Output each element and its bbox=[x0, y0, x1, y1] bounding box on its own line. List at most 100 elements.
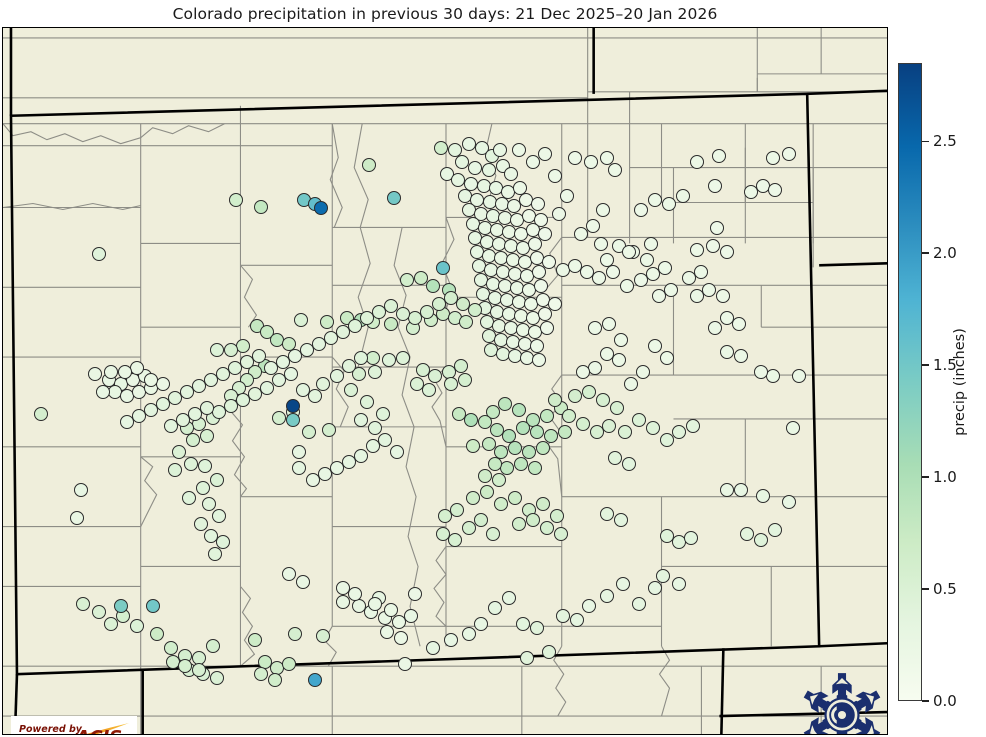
station-marker[interactable] bbox=[658, 261, 672, 275]
station-marker[interactable] bbox=[490, 423, 504, 437]
station-marker[interactable] bbox=[648, 581, 662, 595]
station-marker[interactable] bbox=[584, 155, 598, 169]
station-marker[interactable] bbox=[734, 349, 748, 363]
station-marker[interactable] bbox=[508, 441, 522, 455]
station-marker[interactable] bbox=[632, 597, 646, 611]
station-marker[interactable] bbox=[480, 485, 494, 499]
station-marker[interactable] bbox=[382, 353, 396, 367]
station-marker[interactable] bbox=[596, 203, 610, 217]
station-marker[interactable] bbox=[212, 405, 226, 419]
station-marker[interactable] bbox=[432, 297, 446, 311]
station-marker[interactable] bbox=[336, 595, 350, 609]
station-marker[interactable] bbox=[168, 463, 182, 477]
station-marker[interactable] bbox=[320, 315, 334, 329]
station-marker[interactable] bbox=[534, 213, 548, 227]
station-marker[interactable] bbox=[494, 445, 508, 459]
station-marker[interactable] bbox=[636, 365, 650, 379]
station-marker[interactable] bbox=[702, 283, 716, 297]
station-marker[interactable] bbox=[576, 417, 590, 431]
station-marker[interactable] bbox=[528, 237, 542, 251]
station-marker[interactable] bbox=[614, 333, 628, 347]
station-marker[interactable] bbox=[488, 457, 502, 471]
station-marker[interactable] bbox=[212, 509, 226, 523]
station-marker[interactable] bbox=[648, 193, 662, 207]
station-marker[interactable] bbox=[342, 359, 356, 373]
station-marker[interactable] bbox=[316, 629, 330, 643]
station-marker[interactable] bbox=[260, 381, 274, 395]
station-marker[interactable] bbox=[390, 445, 404, 459]
station-marker[interactable] bbox=[482, 163, 496, 177]
station-marker[interactable] bbox=[76, 597, 90, 611]
station-marker[interactable] bbox=[532, 353, 546, 367]
station-marker[interactable] bbox=[372, 305, 386, 319]
station-marker[interactable] bbox=[378, 433, 392, 447]
station-marker[interactable] bbox=[588, 321, 602, 335]
station-marker[interactable] bbox=[672, 577, 686, 591]
station-marker[interactable] bbox=[288, 349, 302, 363]
station-marker[interactable] bbox=[544, 429, 558, 443]
station-marker[interactable] bbox=[720, 245, 734, 259]
station-marker[interactable] bbox=[530, 621, 544, 635]
station-marker[interactable] bbox=[194, 517, 208, 531]
station-marker[interactable] bbox=[782, 495, 796, 509]
station-marker[interactable] bbox=[576, 365, 590, 379]
station-marker[interactable] bbox=[548, 297, 562, 311]
station-marker[interactable] bbox=[516, 421, 530, 435]
station-marker[interactable] bbox=[508, 491, 522, 505]
station-marker[interactable] bbox=[646, 267, 660, 281]
station-marker[interactable] bbox=[610, 401, 624, 415]
station-marker[interactable] bbox=[344, 383, 358, 397]
station-marker[interactable] bbox=[466, 491, 480, 505]
station-marker[interactable] bbox=[492, 473, 506, 487]
station-marker[interactable] bbox=[592, 271, 606, 285]
station-marker[interactable] bbox=[478, 469, 492, 483]
station-marker[interactable] bbox=[202, 497, 216, 511]
station-marker[interactable] bbox=[486, 405, 500, 419]
station-marker[interactable] bbox=[362, 158, 376, 172]
station-marker[interactable] bbox=[354, 449, 368, 463]
station-marker[interactable] bbox=[236, 393, 250, 407]
station-marker[interactable] bbox=[352, 367, 366, 381]
station-marker[interactable] bbox=[452, 407, 466, 421]
station-marker[interactable] bbox=[574, 227, 588, 241]
station-marker[interactable] bbox=[720, 345, 734, 359]
station-marker[interactable] bbox=[590, 425, 604, 439]
station-marker[interactable] bbox=[302, 425, 316, 439]
station-marker[interactable] bbox=[482, 437, 496, 451]
station-marker[interactable] bbox=[488, 601, 502, 615]
station-marker[interactable] bbox=[493, 143, 507, 157]
station-marker[interactable] bbox=[568, 389, 582, 403]
station-marker[interactable] bbox=[180, 385, 194, 399]
station-marker[interactable] bbox=[660, 433, 674, 447]
station-marker[interactable] bbox=[612, 353, 626, 367]
station-marker[interactable] bbox=[520, 651, 534, 665]
station-marker[interactable] bbox=[486, 527, 500, 541]
station-marker[interactable] bbox=[504, 167, 518, 181]
station-marker[interactable] bbox=[88, 367, 102, 381]
station-marker[interactable] bbox=[708, 321, 722, 335]
station-marker[interactable] bbox=[387, 191, 401, 205]
station-marker[interactable] bbox=[600, 507, 614, 521]
station-marker[interactable] bbox=[462, 627, 476, 641]
station-marker[interactable] bbox=[616, 577, 630, 591]
station-marker[interactable] bbox=[516, 617, 530, 631]
station-marker[interactable] bbox=[322, 423, 336, 437]
station-marker[interactable] bbox=[542, 645, 556, 659]
station-marker[interactable] bbox=[640, 253, 654, 267]
station-marker[interactable] bbox=[336, 325, 350, 339]
station-marker[interactable] bbox=[514, 457, 528, 471]
station-marker[interactable] bbox=[368, 365, 382, 379]
station-marker[interactable] bbox=[168, 391, 182, 405]
station-marker[interactable] bbox=[459, 315, 473, 329]
station-marker[interactable] bbox=[408, 311, 422, 325]
station-marker[interactable] bbox=[330, 461, 344, 475]
station-marker[interactable] bbox=[768, 523, 782, 537]
station-marker[interactable] bbox=[294, 313, 308, 327]
station-marker[interactable] bbox=[690, 289, 704, 303]
station-marker[interactable] bbox=[434, 141, 448, 155]
station-marker[interactable] bbox=[348, 587, 362, 601]
station-marker[interactable] bbox=[392, 615, 406, 629]
station-marker[interactable] bbox=[436, 261, 450, 275]
station-marker[interactable] bbox=[254, 200, 268, 214]
station-marker[interactable] bbox=[554, 527, 568, 541]
